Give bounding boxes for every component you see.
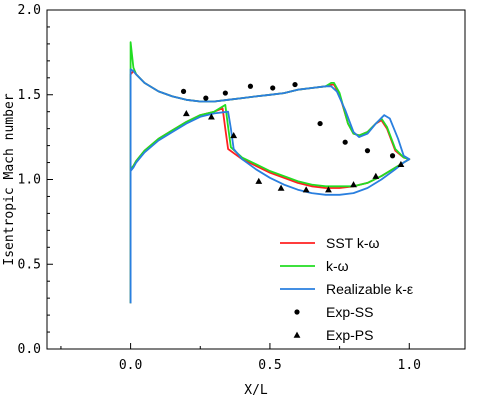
- markers: [180, 81, 405, 193]
- x-axis-label: X/L: [244, 383, 268, 398]
- exp-ss-point: [364, 148, 371, 154]
- legend-swatch: [293, 331, 301, 338]
- exp-ps-point: [208, 113, 215, 120]
- exp-ss-point: [203, 95, 209, 101]
- legend-label: Exp-SS: [326, 304, 373, 320]
- exp-ps-point: [255, 177, 263, 184]
- exp-ps-point: [302, 186, 310, 193]
- exp-ss-point: [222, 90, 228, 96]
- exp-ss-point: [317, 120, 323, 127]
- legend-label: Exp-PS: [326, 327, 373, 343]
- x-tick-label: 0.0: [119, 358, 142, 373]
- tick-labels: 0.0 0.5 1.0 1.5 2.0 0.0 0.5 1.0: [18, 3, 421, 373]
- legend-label: k-ω: [326, 258, 349, 274]
- exp-ps-point: [277, 184, 285, 191]
- y-tick-label: 2.0: [18, 3, 41, 18]
- exp-ss-point: [389, 153, 396, 159]
- exp-ps-point: [350, 181, 357, 188]
- series-lines: [129, 41, 411, 304]
- x-tick-label: 1.0: [398, 358, 421, 373]
- series-line-Realizable k-ε: [129, 68, 411, 304]
- y-tick-label: 0.5: [18, 257, 41, 272]
- plot-frame: [46, 9, 466, 350]
- exp-ss-point: [180, 88, 187, 94]
- y-tick-label: 1.0: [18, 173, 41, 188]
- exp-ss-point: [270, 85, 276, 91]
- exp-ps-point: [325, 186, 332, 193]
- ticks: [47, 9, 410, 350]
- exp-ss-point: [342, 139, 348, 145]
- legend-swatch: [294, 309, 300, 315]
- x-tick-label: 0.5: [258, 358, 281, 373]
- legend-label: SST k-ω: [326, 235, 380, 251]
- plot-area: [46, 9, 466, 350]
- exp-ps-point: [397, 160, 405, 167]
- exp-ps-point: [372, 172, 380, 179]
- y-tick-label: 1.5: [18, 88, 41, 103]
- exp-ss-point: [292, 81, 298, 88]
- exp-ps-point: [230, 132, 238, 139]
- y-tick-label: 0.0: [18, 342, 41, 357]
- y-axis-label: Isentropic Mach number: [2, 93, 17, 265]
- exp-ss-point: [247, 83, 254, 89]
- exp-ps-point: [182, 109, 190, 117]
- legend-label: Realizable k-ε: [326, 281, 413, 297]
- legend: SST k-ω k-ω Realizable k-ε Exp-SS Exp-PS: [280, 235, 413, 343]
